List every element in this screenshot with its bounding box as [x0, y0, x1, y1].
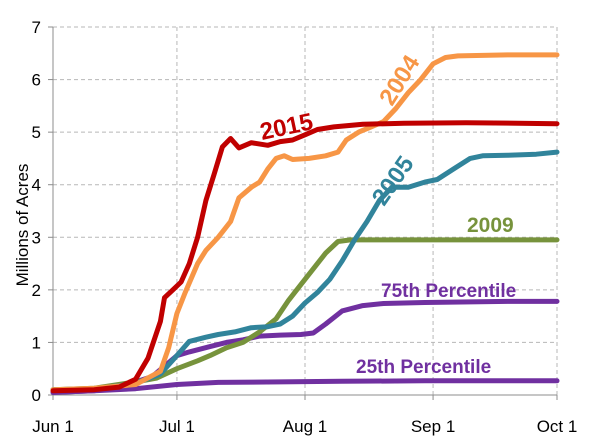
- y-tick-label: 4: [32, 176, 41, 195]
- y-tick-label: 3: [32, 228, 41, 247]
- series-label-75th-percentile: 75th Percentile: [381, 281, 516, 302]
- axes: 0 1 2 3 4 5 6 7 Jun 1 Jul 1 Aug 1 Sep 1 Oct 1: [32, 18, 578, 436]
- y-tick-label: 7: [32, 18, 41, 37]
- y-axis-title: Millions of Acres: [13, 164, 32, 287]
- x-tick-label: Jun 1: [32, 417, 74, 436]
- gridlines: [53, 26, 558, 395]
- y-tick-label: 1: [32, 333, 41, 352]
- y-tick-label: 5: [32, 123, 41, 142]
- y-tick-label: 6: [32, 71, 41, 90]
- x-tick-label: Oct 1: [537, 417, 578, 436]
- x-tick-label: Aug 1: [283, 417, 327, 436]
- series-label-2009: 2009: [467, 214, 514, 237]
- y-tick-label: 0: [32, 386, 41, 405]
- series-label-25th-percentile: 25th Percentile: [356, 357, 491, 378]
- series-line-2004: [50, 52, 560, 393]
- series-label-2005: 2005: [367, 151, 420, 210]
- series-line-2015: [50, 120, 560, 394]
- y-tick-label: 2: [32, 281, 41, 300]
- series-line-2005: [50, 149, 560, 393]
- x-tick-label: Jul 1: [159, 417, 195, 436]
- x-tick-label: Sep 1: [411, 417, 455, 436]
- series-lines: [50, 52, 560, 395]
- series-label-2015: 2015: [258, 108, 316, 146]
